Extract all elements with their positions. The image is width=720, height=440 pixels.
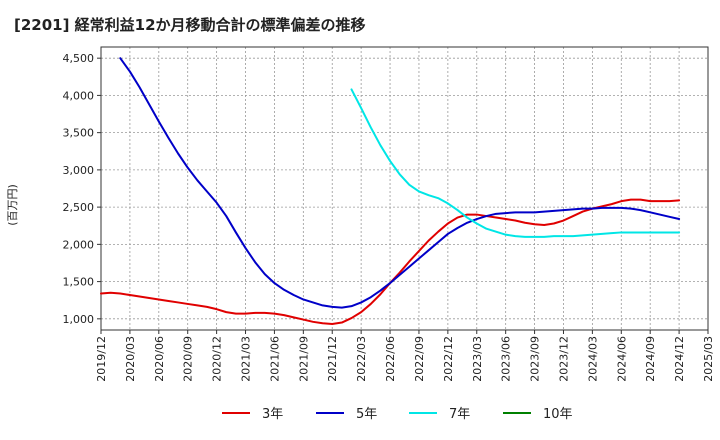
x-tick-label: 2023/06 xyxy=(500,336,513,382)
x-tick-label: 2021/09 xyxy=(297,336,310,382)
legend-label: 5年 xyxy=(356,407,377,422)
x-tick-label: 2021/12 xyxy=(326,336,339,382)
plot-frame xyxy=(100,46,709,331)
x-tick-label: 2023/09 xyxy=(529,336,542,382)
series-lines xyxy=(100,57,681,326)
x-tick-label: 2025/03 xyxy=(702,336,715,382)
y-tick-label: 1,000 xyxy=(63,313,95,326)
x-tick-label: 2020/12 xyxy=(211,336,224,382)
legend-label: 10年 xyxy=(543,407,573,422)
x-tick-label: 2022/12 xyxy=(442,336,455,382)
y-tick-label: 4,000 xyxy=(63,89,95,102)
y-tick-label: 2,500 xyxy=(63,201,95,214)
y-axis-label: (百万円) xyxy=(6,184,19,226)
x-tick-label: 2024/03 xyxy=(586,336,599,382)
x-tick-label: 2020/06 xyxy=(153,336,166,382)
x-tick-label: 2024/12 xyxy=(673,336,686,382)
x-tick-label: 2024/09 xyxy=(644,336,657,382)
y-tick-label: 3,000 xyxy=(63,164,95,177)
series-line xyxy=(119,57,681,309)
legend: 3年 5年 7年 10年 xyxy=(222,407,573,422)
plot-border xyxy=(100,46,709,331)
x-tick-label: 2020/09 xyxy=(182,336,195,382)
legend-label: 3年 xyxy=(262,407,283,422)
y-axis-ticks: 1,000 1,500 2,000 2,500 3,000 3,500 4,000 4,500 xyxy=(63,52,101,326)
series-line xyxy=(100,198,681,326)
chart-title: [2201] 経常利益12か月移動合計の標準偏差の推移 xyxy=(14,16,366,34)
x-tick-label: 2020/03 xyxy=(124,336,137,382)
y-tick-label: 4,500 xyxy=(63,52,95,65)
x-axis-ticks: 2019/12 2020/03 2020/06 2020/09 2020/12 2021/… xyxy=(95,330,715,382)
x-tick-label: 2023/03 xyxy=(471,336,484,382)
legend-label: 7年 xyxy=(449,407,470,422)
x-tick-label: 2022/09 xyxy=(413,336,426,382)
series-line xyxy=(350,88,681,238)
x-tick-label: 2019/12 xyxy=(95,336,108,382)
y-tick-label: 3,500 xyxy=(63,127,95,140)
x-tick-label: 2024/06 xyxy=(615,336,628,382)
x-tick-label: 2021/06 xyxy=(268,336,281,382)
grid xyxy=(100,47,709,330)
x-tick-label: 2021/03 xyxy=(240,336,253,382)
x-tick-label: 2022/06 xyxy=(384,336,397,382)
y-tick-label: 2,000 xyxy=(63,238,95,251)
x-tick-label: 2023/12 xyxy=(557,336,570,382)
x-tick-label: 2022/03 xyxy=(355,336,368,382)
y-tick-label: 1,500 xyxy=(63,276,95,289)
y-axis-title: (百万円) xyxy=(6,184,19,226)
